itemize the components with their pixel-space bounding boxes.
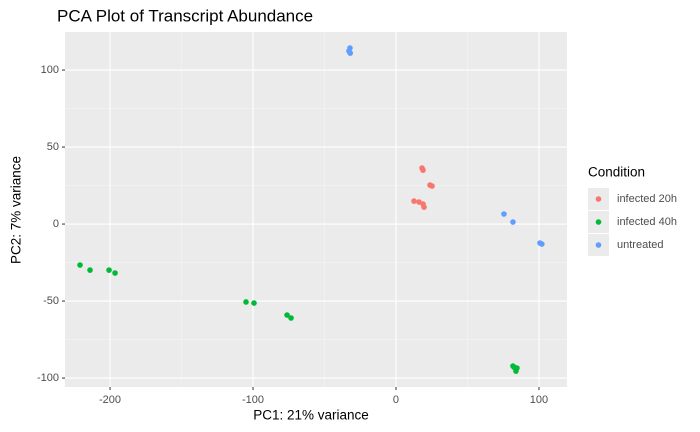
point (421, 204, 427, 210)
point (288, 315, 294, 321)
y-tick-label: 0 (53, 218, 59, 230)
point (106, 267, 112, 273)
point (347, 50, 354, 56)
point (420, 167, 426, 173)
point (411, 198, 417, 204)
chart-title: PCA Plot of Transcript Abundance (57, 6, 313, 25)
legend-label: untreated (617, 239, 663, 251)
point (501, 211, 507, 217)
point (87, 267, 93, 273)
legend-label: infected 20h (617, 193, 677, 205)
y-tick-label: -100 (37, 372, 59, 384)
point (77, 262, 83, 268)
point (243, 299, 249, 305)
x-axis-title: PC1: 21% variance (253, 408, 369, 423)
point (510, 219, 516, 225)
legend-title: Condition (588, 165, 645, 180)
y-tick-label: -50 (43, 295, 59, 307)
legend-marker (595, 242, 602, 248)
y-tick-label: 50 (47, 141, 59, 153)
point (284, 312, 290, 318)
legend-label: infected 40h (617, 216, 677, 228)
point (429, 183, 435, 189)
x-tick-label: -100 (242, 394, 264, 406)
y-axis-title: PC2: 7% variance (9, 156, 24, 264)
point (251, 300, 257, 306)
x-tick-label: -200 (99, 394, 121, 406)
x-tick-label: 0 (393, 394, 399, 406)
plot-area (65, 32, 567, 387)
y-tick-label: 100 (41, 64, 59, 76)
point (539, 241, 545, 247)
legend-marker (595, 196, 602, 202)
point (112, 270, 118, 276)
x-tick-label: 100 (530, 394, 548, 406)
panel (65, 32, 567, 387)
point (511, 364, 517, 370)
legend-marker (595, 219, 602, 225)
